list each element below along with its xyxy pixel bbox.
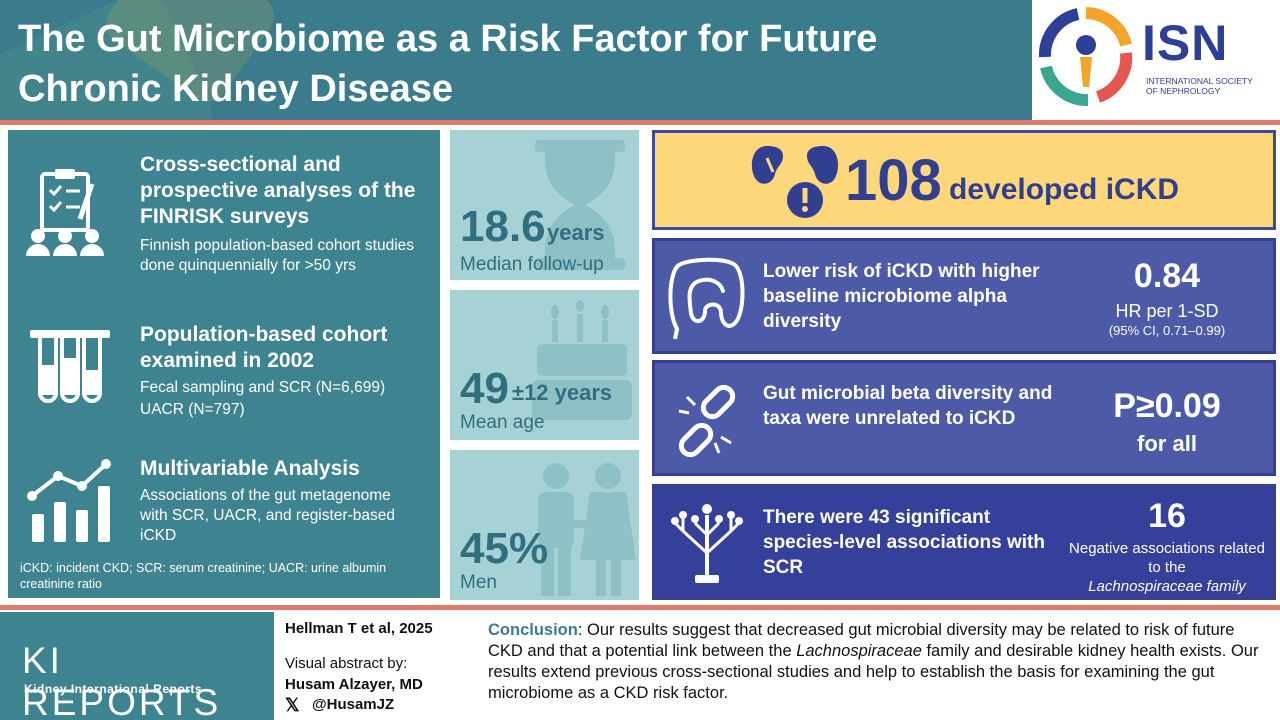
couple-icon — [538, 463, 636, 596]
finding-beta-diversity: Gut microbial beta diversity and taxa we… — [652, 360, 1276, 476]
header-banner: The Gut Microbiome as a Risk Factor for … — [0, 0, 1280, 120]
journal-subtitle: Kidney International Reports — [24, 682, 203, 696]
intestine-icon — [668, 257, 745, 340]
finding-sub: HR per 1-SD — [1115, 301, 1219, 321]
conclusion-taxon: Lachnospiraceae — [796, 642, 922, 660]
finding-alpha-diversity: Lower risk of iCKD with higher baseline … — [652, 238, 1276, 354]
divider — [0, 120, 1280, 125]
conclusion-text: Conclusion: Our results suggest that dec… — [488, 620, 1268, 704]
author-name: Husam Alzayer, MD — [285, 676, 423, 693]
finding-text: Gut microbial beta diversity and taxa we… — [763, 383, 1053, 429]
isn-subtitle: INTERNATIONAL SOCIETY OF NEPHROLOGY — [1146, 76, 1253, 96]
finding-sub-line: Negative associations related to the — [1069, 540, 1265, 576]
finding-sub-line: Lachnospiraceae family — [1088, 578, 1246, 595]
icKD-label: developed iCKD — [949, 173, 1180, 206]
method-title: Cross-sectional and prospective analyses… — [140, 153, 416, 228]
stat-label: Median follow-up — [460, 254, 604, 275]
author-handle[interactable]: @HusamJZ — [312, 696, 395, 713]
journal-logo: KI REPORTS Kidney International Reports — [0, 612, 274, 720]
test-tubes-icon — [30, 330, 110, 403]
method-text: Fecal sampling and SCR (N=6,699) — [140, 379, 386, 396]
stat-value: 18.6 — [460, 202, 546, 251]
kidneys-warning-icon — [751, 146, 839, 218]
stat-label: Mean age — [460, 412, 545, 433]
journal-name: KI REPORTS — [22, 640, 222, 720]
method-title: Population-based cohort examined in 2002 — [140, 323, 388, 372]
isn-sub-line: INTERNATIONAL SOCIETY — [1146, 76, 1253, 86]
hourglass-icon — [535, 140, 625, 270]
finding-text: There were 43 significant species-level … — [763, 507, 1045, 578]
isn-logo: ISN INTERNATIONAL SOCIETY OF NEPHROLOGY — [1032, 0, 1280, 120]
tree-icon — [671, 504, 743, 583]
x-logo-icon: 𝕏 — [285, 695, 300, 715]
broken-chain-icon — [678, 384, 736, 458]
isn-emblem-icon — [1038, 7, 1133, 106]
stat-followup: 18.6 years Median follow-up — [450, 130, 639, 280]
finding-value: P≥0.09 — [1113, 387, 1221, 425]
method-title: Multivariable Analysis — [140, 457, 360, 480]
bar-chart-icon — [27, 459, 111, 542]
stat-unit: ±12 years — [512, 380, 613, 405]
finding-species-associations: There were 43 significant species-level … — [652, 484, 1276, 600]
finding-value: 16 — [1148, 497, 1186, 535]
divider — [0, 605, 1280, 610]
stat-age: 49 ±12 years Mean age — [450, 290, 639, 440]
conclusion-part: : Our results suggest that decreased gut… — [488, 621, 1235, 660]
stat-label: Men — [460, 572, 497, 593]
visual-abstract-credit: Visual abstract by: — [285, 655, 408, 672]
finding-text: Lower risk of iCKD with higher baseline … — [763, 261, 1040, 332]
finding-ci: (95% CI, 0.71–0.99) — [1108, 323, 1226, 338]
title-line: Chronic Kidney Disease — [18, 68, 454, 110]
method-text: Associations of the gut metagenome with … — [140, 487, 395, 544]
method-text: UACR (N=797) — [140, 401, 245, 418]
stat-value: 45% — [460, 524, 549, 573]
cake-icon — [532, 300, 632, 420]
stat-unit: years — [547, 220, 605, 245]
finding-sub: Negative associations related to the Lac… — [1067, 539, 1267, 596]
method-text: Finnish population-based cohort studies … — [140, 237, 415, 274]
methods-panel: Cross-sectional and prospective analyses… — [8, 130, 440, 598]
conclusion-part: family and desirable kidney health exist… — [488, 642, 1259, 702]
stat-value: 49 — [460, 364, 509, 413]
isn-sub-line: OF NEPHROLOGY — [1146, 86, 1221, 96]
clipboard-people-icon — [26, 169, 104, 256]
citation: Hellman T et al, 2025 — [285, 620, 433, 637]
isn-wordmark: ISN — [1142, 15, 1229, 71]
abbreviation-footnote: iCKD: incident CKD; SCR: serum creatinin… — [20, 561, 387, 591]
finding-sub: for all — [1137, 431, 1197, 456]
conclusion-heading: Conclusion — [488, 621, 578, 639]
stat-men: 45% Men — [450, 450, 639, 600]
finding-value: 0.84 — [1133, 257, 1201, 295]
highlight-box: 108 developed iCKD — [652, 130, 1276, 230]
title-line: The Gut Microbiome as a Risk Factor for … — [18, 18, 878, 60]
page-title: The Gut Microbiome as a Risk Factor for … — [18, 14, 1018, 114]
icKD-count: 108 — [845, 148, 942, 213]
